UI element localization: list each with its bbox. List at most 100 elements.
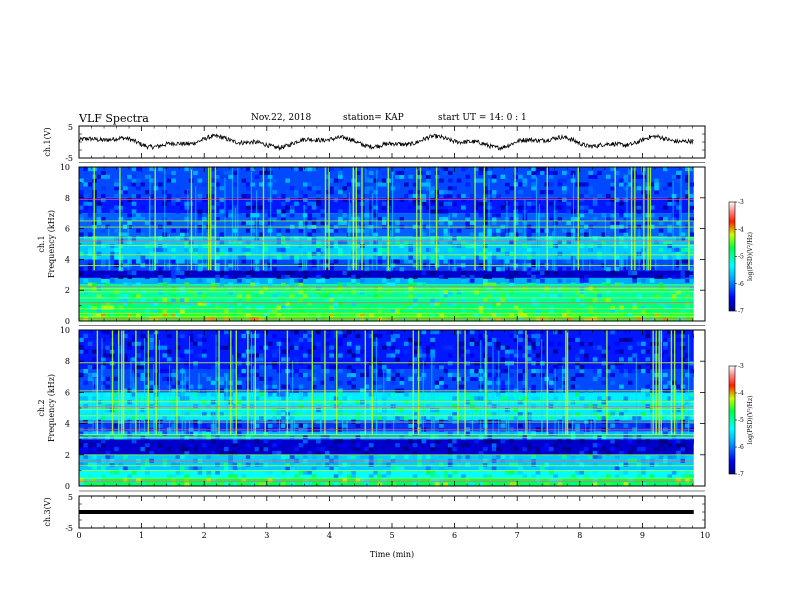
ch2-spectrogram-cell	[232, 462, 238, 467]
ch1-spectrogram-cell	[153, 278, 159, 283]
ch1-spectrogram-cell	[684, 309, 690, 314]
ch2-spectrogram-cell	[641, 478, 646, 483]
ch2-spectrogram-burst	[311, 330, 314, 435]
ch2-spectrogram-cell	[562, 369, 567, 374]
ch1-spectrogram-cell	[579, 209, 585, 214]
ch2-spectrogram-cell	[215, 341, 220, 346]
ch1-spectrogram-cell	[570, 313, 576, 318]
ch1-spectrogram-burst	[187, 189, 189, 271]
ch1-spectrogram-cell	[280, 282, 286, 287]
ch1-spectrogram-cell	[228, 205, 233, 210]
ch1-spectrogram-cell	[557, 178, 563, 183]
ch2-spectrogram-cell	[627, 380, 633, 385]
ch1-spectrogram-cell	[482, 305, 488, 310]
ch1-spectrogram-cell	[144, 232, 150, 237]
ch2-spectrogram-cell	[237, 369, 242, 374]
ch2-spectrogram-burst	[250, 331, 252, 435]
ch1-spectrogram-cell	[373, 190, 378, 195]
ch1-spectrogram-cell	[201, 294, 207, 299]
ch2-spectrogram-cell	[201, 443, 207, 448]
ch2-spectrogram-cell	[237, 431, 242, 436]
ch1-spectrogram-cell	[461, 240, 466, 245]
ch2-spectrogram-cell	[219, 443, 225, 448]
ch1-spectrogram-cell	[658, 274, 664, 279]
ch1-wave-ylabel: ch.1(V)	[43, 127, 52, 156]
ch1-spectrogram-cell	[232, 274, 238, 279]
ch2-spectrogram-cell	[329, 447, 334, 452]
ch2-spectrogram-burst	[158, 339, 160, 435]
ch1-spectrogram-cell	[105, 278, 111, 283]
ch2-spectrogram-cell	[610, 380, 615, 385]
ch2-spectrogram-burst	[264, 330, 266, 435]
ch1-spectrogram-cell	[324, 297, 330, 303]
ch2-spectrogram-cell	[276, 369, 282, 374]
ch1-spectrogram-cell	[439, 290, 444, 295]
ch1-spectrogram-cell	[421, 228, 427, 233]
ch1-spectrogram-burst	[688, 167, 690, 271]
ch1-spectrogram-cell	[377, 309, 383, 314]
ch1-spectrogram-cell	[548, 240, 554, 245]
ch2-spectrogram-cell	[100, 330, 106, 335]
ch1-spectrogram-cell	[316, 278, 321, 283]
ch2-spectrogram-cell	[649, 474, 655, 479]
ch2-spectrogram-cell	[241, 474, 247, 479]
ch1-spectrogram-cell	[662, 313, 668, 318]
ch1-spectrogram-cell	[250, 228, 255, 233]
ch2-spectrogram-cell	[535, 337, 541, 342]
ch1-spectrogram-cell	[118, 259, 124, 264]
ch2-spectrogram-cell	[377, 333, 383, 339]
ch2-spectrogram-cell	[188, 384, 194, 389]
ch1-spectrogram-cell	[109, 278, 115, 283]
ch1-spectrogram-cell	[338, 247, 343, 252]
ch1-spectrogram-cell	[689, 251, 695, 256]
ch2-spectrogram-burst	[457, 330, 459, 435]
ch1-spectrogram-cell	[487, 205, 493, 210]
ch2-spectrogram-cell	[223, 345, 229, 350]
ch1-spectrogram-cell	[487, 217, 493, 222]
ch1-spectrogram-cell	[395, 220, 400, 226]
ch1-spectrogram-cell	[158, 247, 163, 252]
ch1-spectrogram-cell	[447, 201, 453, 206]
ch2-spectrogram-cell	[215, 365, 220, 370]
ch2-spectrogram-cell	[188, 466, 194, 471]
ch1-spectrogram-cell	[614, 170, 620, 175]
ch2-spectrogram-cell	[223, 447, 229, 452]
ch1-spectrogram-cell	[518, 317, 523, 322]
ch1-spectrogram-cell	[285, 270, 291, 276]
ch2-spectrogram-cell	[575, 411, 580, 417]
ch1-spectrogram-cell	[254, 282, 260, 287]
ch1-spectrogram-cell	[421, 197, 427, 202]
ch1-spectrogram-cell	[465, 220, 471, 226]
ch2-spectrogram-cell	[684, 447, 690, 452]
ch1-spectrogram-cell	[513, 209, 519, 214]
ch2-spectrogram-cell	[601, 380, 607, 385]
ch1-spectrogram-cell	[636, 217, 642, 222]
ch2-spectrogram-cell	[232, 443, 238, 448]
ch2-spectrogram-cell	[329, 345, 334, 350]
ch2-spectrogram-cell	[127, 474, 132, 479]
ch1-spectrogram-cell	[680, 232, 686, 237]
ch1-spectrogram-cell	[184, 297, 190, 303]
ch1-spectrogram-cell	[605, 278, 611, 283]
ch1-spectrogram-cell	[623, 251, 629, 256]
ch2-spectrogram-cell	[434, 474, 440, 479]
ch1-spectrogram-cell	[408, 244, 414, 249]
ch2-spectrogram-cell	[408, 380, 414, 385]
ch1-spectrogram-cell	[535, 317, 541, 322]
ch1-spectrogram-cell	[250, 255, 255, 260]
ch1-spectrogram-burst	[207, 167, 210, 271]
ch2-spectrogram-cell	[548, 341, 554, 346]
ch2-spectrogram-cell	[500, 454, 506, 459]
ch1-spectrogram-cell	[443, 251, 449, 256]
ch2-spectrogram-cell	[425, 470, 431, 475]
ch1-spectrogram-cell	[131, 236, 137, 241]
ch1-spectrogram-cell	[79, 305, 84, 310]
ch2-spectrogram-cell	[540, 396, 545, 401]
ch2-spectrogram-cell	[386, 372, 392, 378]
ch2-spectrogram-cell	[381, 345, 387, 350]
ch2-spectrogram-cell	[575, 357, 580, 362]
ch1-spectrogram-cell	[439, 217, 444, 222]
ch1-spectrogram-cell	[531, 236, 536, 241]
ch1-spectrogram-cell	[592, 317, 598, 322]
ch1-spectrogram-cell	[250, 270, 255, 276]
